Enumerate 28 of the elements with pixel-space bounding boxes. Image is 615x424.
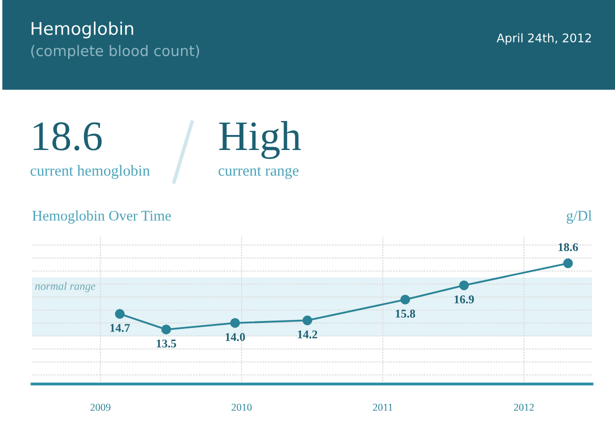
point <box>302 316 312 326</box>
data-label: 15.8 <box>396 310 416 318</box>
x-tick-label: 2012 <box>514 404 534 411</box>
data-label: 14.2 <box>298 330 318 338</box>
point <box>459 280 469 290</box>
x-tick-label: 2011 <box>373 404 392 411</box>
text: current hemoglobin <box>30 165 150 179</box>
point <box>400 294 410 304</box>
data-label: 14.0 <box>226 333 245 342</box>
text: 18.6 <box>34 122 102 151</box>
text: High <box>219 121 301 159</box>
x-tick-label: 2010 <box>232 404 252 411</box>
point <box>230 318 240 328</box>
data-label: 18.6 <box>558 243 578 252</box>
text: Hemoglobin <box>32 22 134 38</box>
data-label: 13.5 <box>156 340 176 348</box>
text: (complete blood count) <box>31 44 200 60</box>
x-tick-label: 2009 <box>90 404 110 411</box>
text: current range <box>218 167 298 179</box>
point <box>114 309 125 319</box>
chart-title: Hemoglobin Over Time <box>32 210 171 224</box>
y-axis-title: g/Dl <box>566 210 592 224</box>
data-label: 14.7 <box>110 324 130 332</box>
point <box>161 324 172 334</box>
text: April 24th, 2012 <box>496 33 591 45</box>
point <box>563 258 573 268</box>
data-label: 16.9 <box>454 295 474 304</box>
band-label: normal range <box>35 282 96 292</box>
